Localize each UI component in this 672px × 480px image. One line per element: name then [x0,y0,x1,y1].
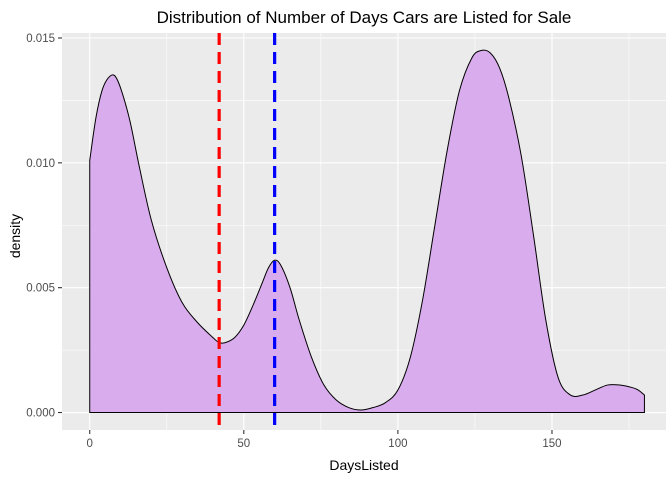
x-tick-label: 100 [388,438,407,450]
y-axis-ticks: 0.000 0.005 0.010 0.015 [26,33,62,420]
reference-lines [217,33,277,430]
x-axis-ticks: 0 50 100 150 [87,430,562,450]
y-tick-label: 0.010 [26,158,55,170]
density-area [89,49,645,414]
y-axis-title: density [7,214,23,258]
y-tick-label: 0.015 [26,33,55,45]
x-axis-title: DaysListed [329,457,398,473]
chart-title: Distribution of Number of Days Cars are … [157,8,572,27]
y-tick-label: 0.000 [26,408,55,420]
y-tick-label: 0.005 [26,283,55,295]
x-tick-label: 150 [542,438,561,450]
x-tick-label: 50 [237,438,250,450]
x-tick-label: 0 [87,438,93,450]
